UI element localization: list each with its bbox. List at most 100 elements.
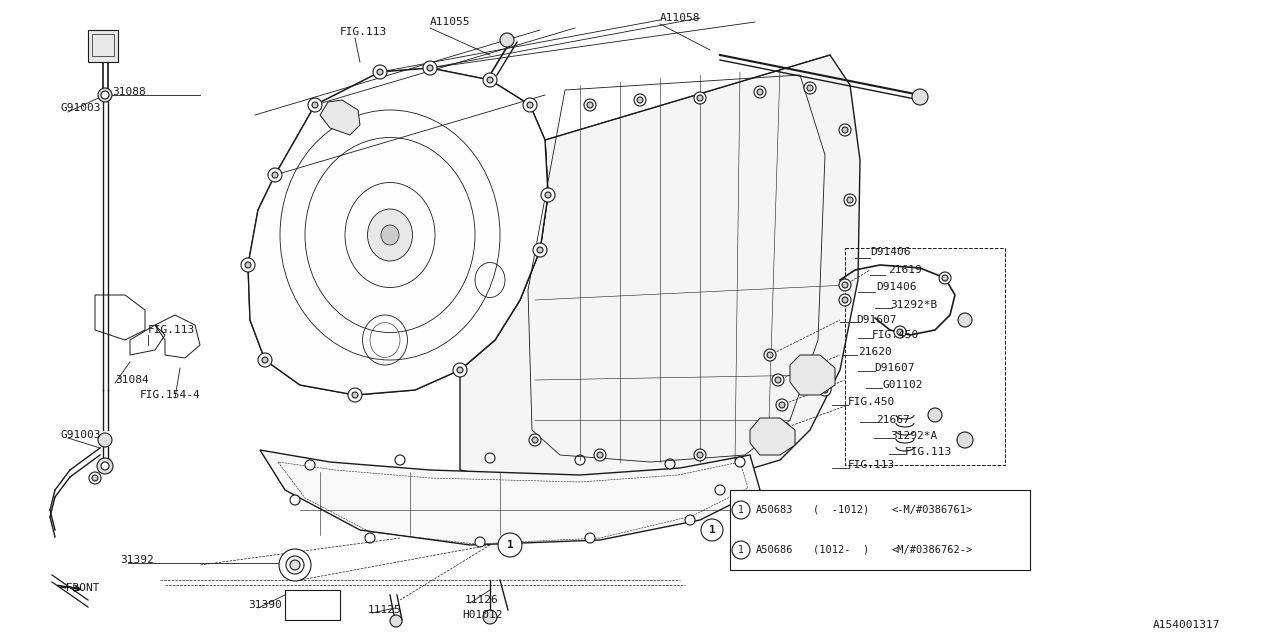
Text: G91003: G91003 <box>60 103 101 113</box>
Circle shape <box>838 124 851 136</box>
Circle shape <box>732 501 750 519</box>
Circle shape <box>372 65 387 79</box>
Circle shape <box>524 98 538 112</box>
Circle shape <box>844 194 856 206</box>
Circle shape <box>575 455 585 465</box>
Circle shape <box>483 610 497 624</box>
Text: 21620: 21620 <box>858 347 892 357</box>
Circle shape <box>352 392 358 398</box>
Circle shape <box>685 515 695 525</box>
Circle shape <box>694 92 707 104</box>
Circle shape <box>101 91 109 99</box>
Circle shape <box>847 197 852 203</box>
Circle shape <box>483 73 497 87</box>
Circle shape <box>396 455 404 465</box>
Circle shape <box>701 519 723 541</box>
Circle shape <box>732 541 750 559</box>
Polygon shape <box>248 68 548 395</box>
Polygon shape <box>790 355 835 395</box>
Text: A154001317: A154001317 <box>1152 620 1220 630</box>
Circle shape <box>422 61 436 75</box>
Circle shape <box>774 377 781 383</box>
Circle shape <box>777 437 783 443</box>
Circle shape <box>527 102 532 108</box>
Circle shape <box>694 449 707 461</box>
Bar <box>730 490 1030 570</box>
Circle shape <box>842 127 849 133</box>
Circle shape <box>804 82 817 94</box>
Circle shape <box>698 452 703 458</box>
Bar <box>285 590 340 620</box>
Polygon shape <box>320 100 360 135</box>
Circle shape <box>273 172 278 178</box>
Circle shape <box>99 433 113 447</box>
Text: 1: 1 <box>507 540 513 550</box>
Circle shape <box>285 556 305 574</box>
Circle shape <box>754 86 765 98</box>
Text: FIG.154-4: FIG.154-4 <box>140 390 201 400</box>
Circle shape <box>913 89 928 105</box>
Circle shape <box>428 65 433 71</box>
Text: 11125: 11125 <box>369 605 402 615</box>
Ellipse shape <box>367 209 412 261</box>
Circle shape <box>500 33 515 47</box>
Text: 31292*B: 31292*B <box>890 300 937 310</box>
Circle shape <box>772 374 785 386</box>
Circle shape <box>893 326 906 338</box>
Text: →FRONT: →FRONT <box>60 583 101 593</box>
Circle shape <box>312 102 317 108</box>
Circle shape <box>485 453 495 463</box>
Circle shape <box>806 85 813 91</box>
Text: D91406: D91406 <box>876 282 916 292</box>
Text: (1012-  ): (1012- ) <box>813 545 869 555</box>
Text: 31084: 31084 <box>115 375 148 385</box>
Circle shape <box>897 329 902 335</box>
Circle shape <box>735 457 745 467</box>
Text: 11126: 11126 <box>465 595 499 605</box>
Circle shape <box>940 272 951 284</box>
Circle shape <box>348 388 362 402</box>
Circle shape <box>538 247 543 253</box>
Polygon shape <box>750 418 795 455</box>
Polygon shape <box>260 450 760 545</box>
Text: A11055: A11055 <box>430 17 471 27</box>
Circle shape <box>99 88 113 102</box>
Circle shape <box>308 98 323 112</box>
Text: 31392: 31392 <box>120 555 154 565</box>
Circle shape <box>498 533 522 557</box>
Text: FIG.113: FIG.113 <box>148 325 196 335</box>
Text: D91607: D91607 <box>874 363 914 373</box>
Text: A50683: A50683 <box>756 505 794 515</box>
Circle shape <box>594 449 605 461</box>
Circle shape <box>767 352 773 358</box>
Circle shape <box>268 168 282 182</box>
Circle shape <box>666 459 675 469</box>
Circle shape <box>756 89 763 95</box>
Circle shape <box>585 533 595 543</box>
Circle shape <box>532 437 538 443</box>
Circle shape <box>545 192 550 198</box>
Text: 31390: 31390 <box>248 600 282 610</box>
Polygon shape <box>460 55 860 490</box>
Circle shape <box>241 258 255 272</box>
Text: 31292*A: 31292*A <box>890 431 937 441</box>
Circle shape <box>596 452 603 458</box>
Circle shape <box>819 384 831 396</box>
Text: <M/#0386762->: <M/#0386762-> <box>891 545 973 555</box>
Text: 31088: 31088 <box>113 87 146 97</box>
Text: 1: 1 <box>709 525 716 535</box>
Text: D91406: D91406 <box>870 247 910 257</box>
Text: (  -1012): ( -1012) <box>813 505 869 515</box>
Text: D91607: D91607 <box>856 315 896 325</box>
Circle shape <box>842 282 849 288</box>
Circle shape <box>365 533 375 543</box>
Circle shape <box>588 102 593 108</box>
Circle shape <box>774 434 786 446</box>
Circle shape <box>782 426 787 431</box>
Circle shape <box>291 495 300 505</box>
Circle shape <box>262 357 268 363</box>
Text: FIG.113: FIG.113 <box>849 460 895 470</box>
Circle shape <box>541 188 556 202</box>
Circle shape <box>698 95 703 101</box>
Text: 21619: 21619 <box>888 265 922 275</box>
